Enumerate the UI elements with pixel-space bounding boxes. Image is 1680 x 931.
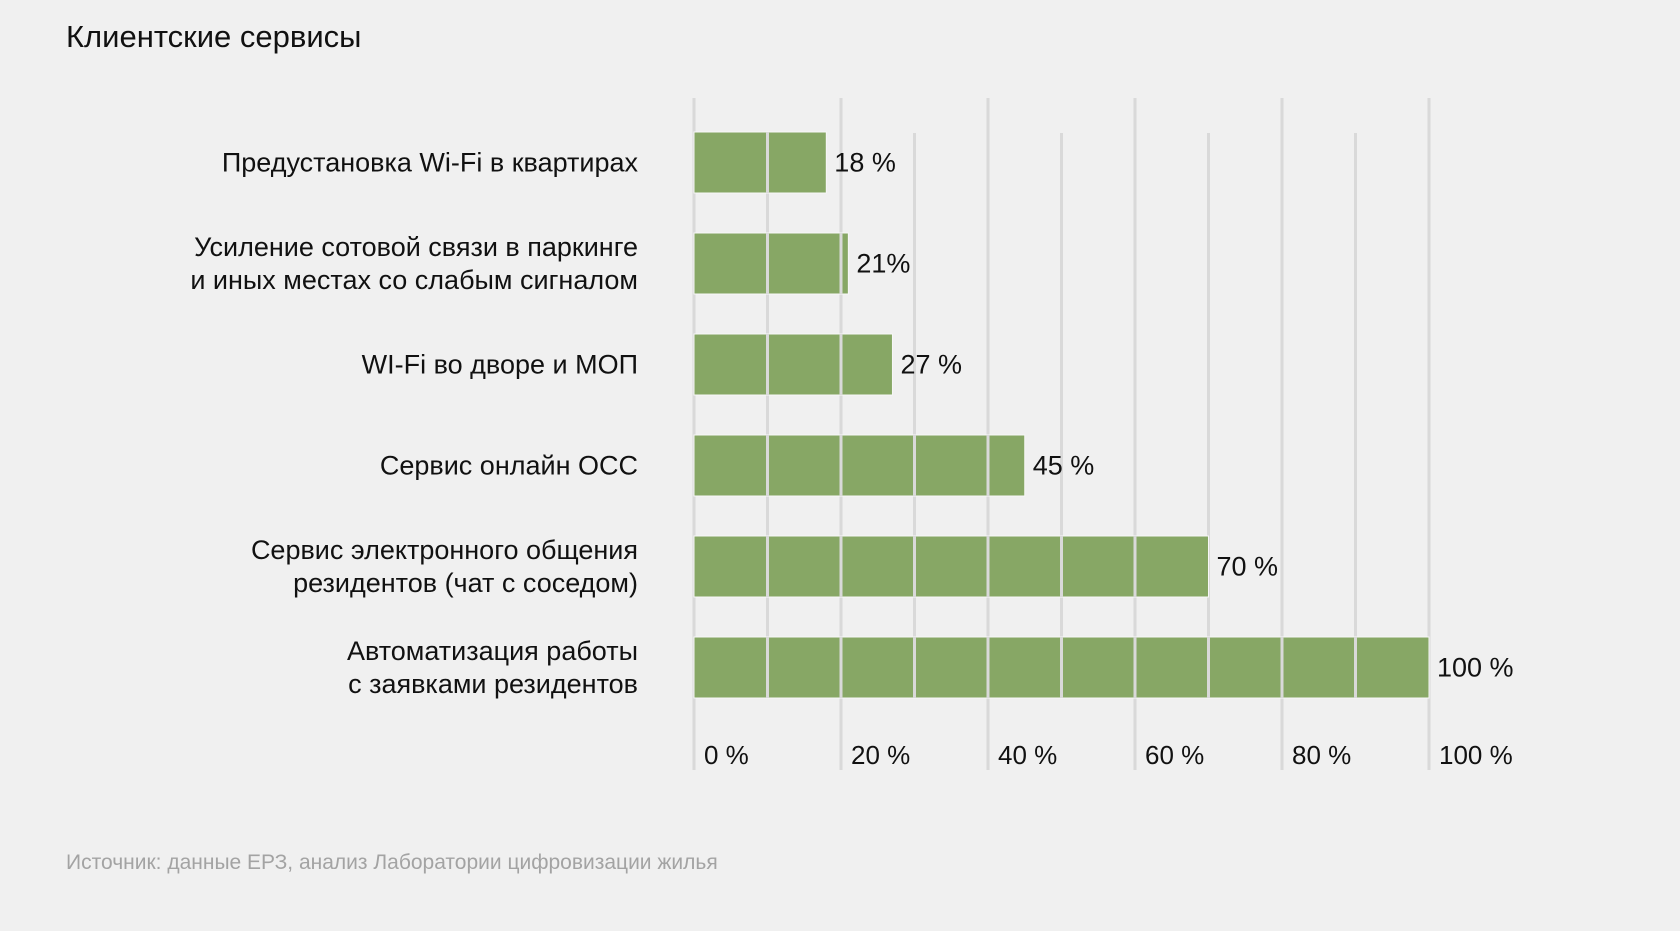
- category-label-line: Предустановка Wi-Fi в квартирах: [222, 148, 639, 178]
- bar: [693, 232, 849, 295]
- category-label-line: Сервис электронного общения: [251, 535, 638, 565]
- bar: [693, 535, 1209, 598]
- bar: [693, 434, 1026, 497]
- category-label: Автоматизация работы с заявками резиденто…: [347, 636, 638, 699]
- category-label-line: Автоматизация работы: [347, 636, 638, 666]
- category-label: Сервис электронного общения резидентов (ч…: [251, 535, 638, 598]
- bar: [693, 131, 827, 194]
- category-label-line: резидентов (чат с соседом): [293, 568, 638, 598]
- x-tick-label: 40 %: [998, 740, 1057, 770]
- chart-title: Клиентские сервисы: [66, 19, 362, 54]
- value-label: 100 %: [1437, 653, 1514, 683]
- bar: [693, 333, 893, 396]
- category-label: Предустановка Wi-Fi в квартирах: [222, 148, 639, 178]
- category-label: Усиление сотовой связи в паркинге и иных …: [190, 232, 638, 295]
- category-labels: Предустановка Wi-Fi в квартирах Усиление …: [190, 148, 638, 700]
- value-label: 18 %: [834, 148, 896, 178]
- value-labels: 18 % 21% 27 % 45 % 70 % 100 %: [834, 148, 1513, 683]
- value-label: 21%: [856, 249, 910, 279]
- x-tick-label: 80 %: [1292, 740, 1351, 770]
- x-tick-label: 100 %: [1439, 740, 1513, 770]
- x-axis-tick-labels: 0 % 20 % 40 % 60 % 80 % 100 %: [704, 740, 1513, 770]
- category-label-line: с заявками резидентов: [348, 669, 638, 699]
- gridlines: [692, 98, 1431, 770]
- category-label-line: WI-Fi во дворе и МОП: [362, 350, 638, 380]
- x-tick-label: 20 %: [851, 740, 910, 770]
- value-label: 27 %: [900, 350, 962, 380]
- value-label: 45 %: [1033, 451, 1095, 481]
- category-label-line: Сервис онлайн ОСС: [380, 451, 638, 481]
- category-label: WI-Fi во дворе и МОП: [362, 350, 638, 380]
- x-tick-label: 0 %: [704, 740, 749, 770]
- category-label: Сервис онлайн ОСС: [380, 451, 638, 481]
- source-note: Источник: данные ЕРЗ, анализ Лаборатории…: [66, 851, 718, 874]
- minor-gridlines-overlay: [766, 132, 1357, 698]
- value-label: 70 %: [1217, 552, 1279, 582]
- category-label-line: и иных местах со слабым сигналом: [190, 265, 638, 295]
- category-label-line: Усиление сотовой связи в паркинге: [194, 232, 638, 262]
- x-tick-label: 60 %: [1145, 740, 1204, 770]
